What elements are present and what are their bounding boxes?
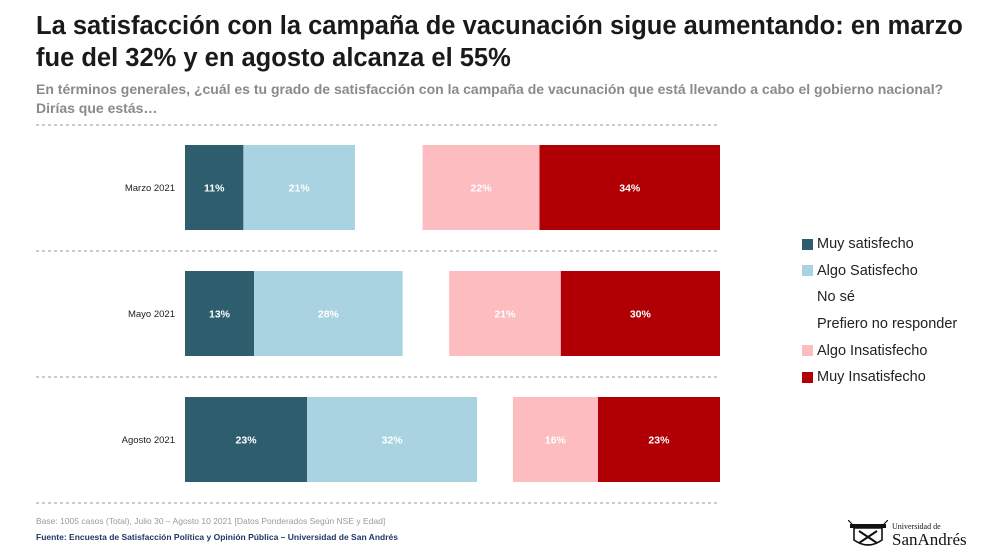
data-label: 22% bbox=[471, 183, 493, 195]
logo-line-1: Universidad de bbox=[892, 521, 941, 531]
footer-base-note: Base: 1005 casos (Total), Julio 30 – Ago… bbox=[36, 516, 386, 526]
legend-swatch bbox=[802, 265, 813, 277]
logo-line-2: SanAndrés bbox=[892, 529, 967, 549]
data-label: 28% bbox=[318, 309, 340, 321]
data-label: 21% bbox=[494, 309, 516, 321]
legend-swatch bbox=[802, 319, 813, 330]
legend-item: Algo Satisfecho bbox=[802, 258, 957, 285]
legend-item: Prefiero no responder bbox=[802, 311, 957, 338]
bar-segment bbox=[539, 145, 720, 230]
legend-label: Prefiero no responder bbox=[817, 316, 958, 333]
legend-label: Algo Satisfecho bbox=[817, 262, 918, 279]
legend-label: Muy satisfecho bbox=[817, 236, 914, 253]
category-label: Agosto 2021 bbox=[122, 435, 175, 446]
footer-source-note: Fuente: Encuesta de Satisfacción Polític… bbox=[36, 532, 398, 542]
bar-segment bbox=[307, 397, 478, 482]
data-label: 11% bbox=[204, 183, 225, 195]
data-label: 30% bbox=[630, 309, 652, 321]
bar-segment bbox=[597, 397, 720, 482]
bar-segment bbox=[185, 271, 255, 356]
legend-swatch bbox=[802, 371, 813, 383]
legend-item: Muy satisfecho bbox=[802, 231, 957, 258]
legend-swatch bbox=[802, 345, 813, 357]
chart-legend: Muy satisfecho Algo Satisfecho No sé Prefie… bbox=[802, 231, 957, 391]
legend-item: No sé bbox=[802, 284, 957, 311]
bar-segment bbox=[449, 271, 561, 356]
data-label: 32% bbox=[382, 435, 404, 447]
data-label: 34% bbox=[619, 183, 641, 195]
data-label: 21% bbox=[289, 183, 311, 195]
legend-item: Algo Insatisfecho bbox=[802, 337, 957, 364]
data-label: 23% bbox=[236, 435, 258, 447]
university-logo: Universidad de SanAndrés bbox=[848, 519, 988, 551]
legend-label: Algo Insatisfecho bbox=[817, 342, 928, 359]
legend-label: No sé bbox=[817, 289, 855, 306]
chart-subtitle: En términos generales, ¿cuál es tu grado… bbox=[36, 81, 944, 116]
bar-segment bbox=[560, 271, 720, 356]
legend-label: Muy Insatisfecho bbox=[817, 369, 926, 386]
legend-swatch bbox=[802, 292, 813, 303]
category-label: Marzo 2021 bbox=[125, 183, 175, 194]
data-label: 13% bbox=[209, 309, 231, 321]
crest-icon bbox=[848, 520, 888, 546]
bar-segment bbox=[422, 145, 540, 230]
data-label: 16% bbox=[545, 435, 567, 447]
bar-segment bbox=[243, 145, 355, 230]
bar-segment bbox=[512, 397, 598, 482]
legend-item: Muy Insatisfecho bbox=[802, 364, 957, 391]
chart-title: La satisfacción con la campaña de vacuna… bbox=[36, 12, 963, 72]
bar-segment bbox=[185, 145, 244, 230]
category-label: Mayo 2021 bbox=[128, 309, 175, 320]
data-label: 23% bbox=[648, 435, 670, 447]
bar-segment bbox=[254, 271, 403, 356]
bar-segment bbox=[185, 397, 308, 482]
legend-swatch bbox=[802, 238, 813, 250]
